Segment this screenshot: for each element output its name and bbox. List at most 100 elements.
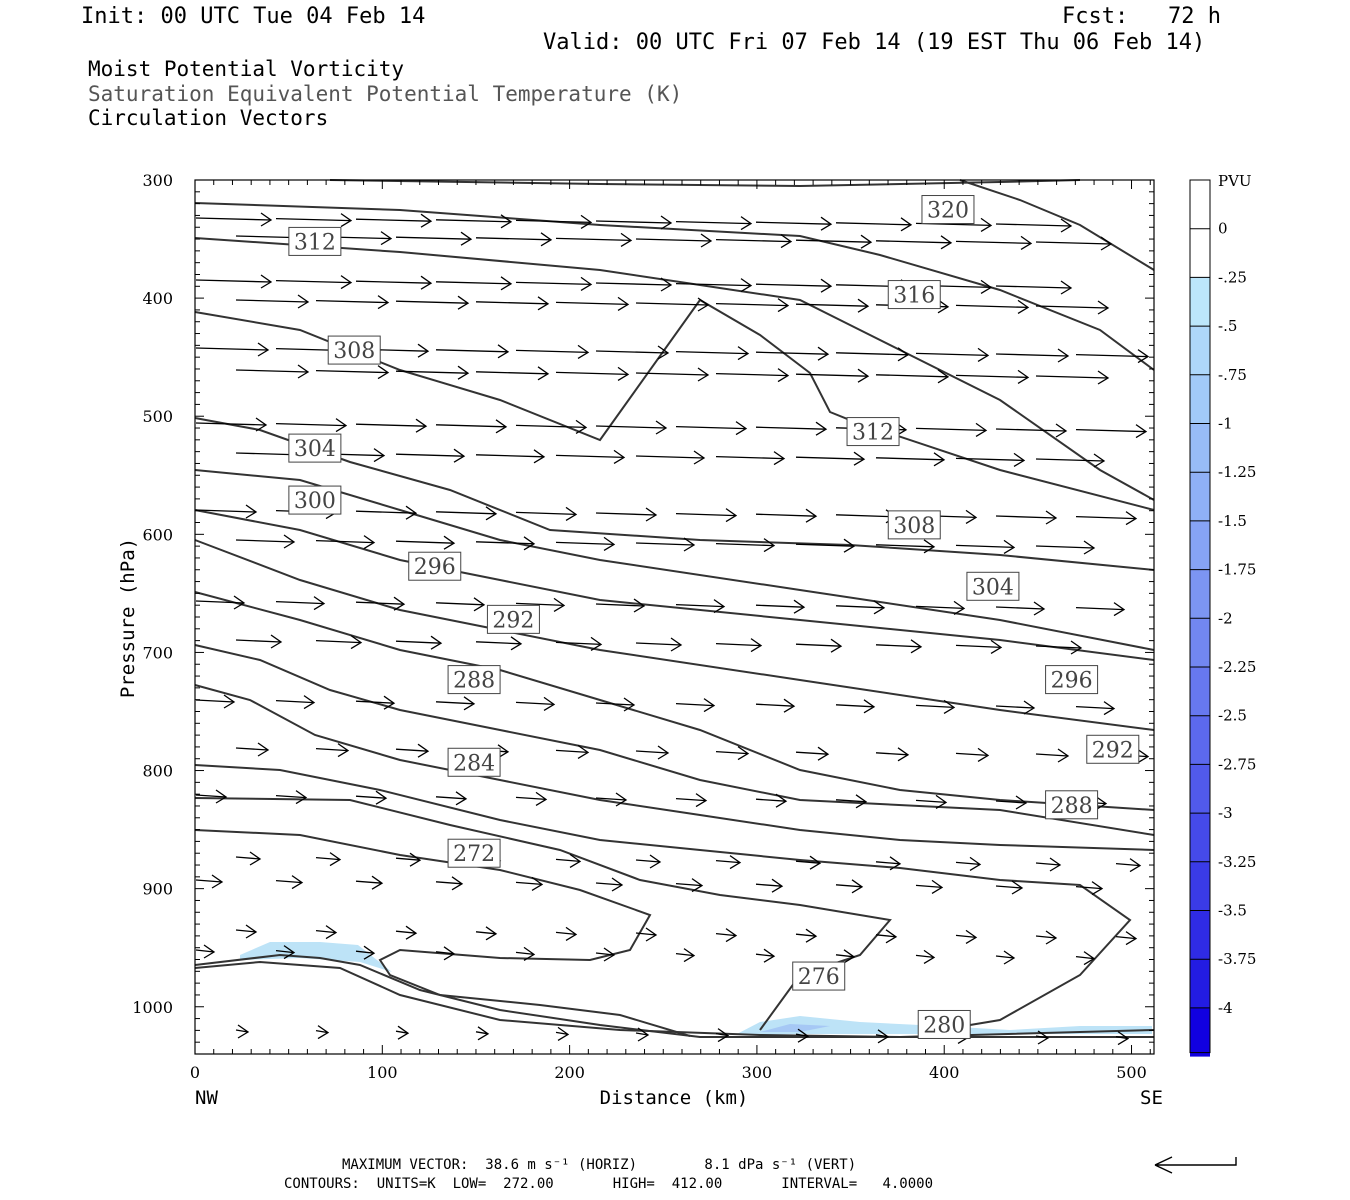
contour-line (959, 179, 1155, 271)
y-tick-label: 600 (142, 525, 173, 544)
colorbar-swatch (1190, 1007, 1210, 1057)
contour-line (329, 179, 1081, 188)
vector-arrow (195, 504, 258, 519)
vector-arrow (475, 1026, 490, 1041)
vector-arrow (755, 599, 806, 614)
vector-arrow (915, 699, 956, 714)
vector-arrow (675, 346, 750, 361)
contour-label-box (887, 510, 941, 540)
vector-arrow (555, 366, 630, 381)
vector-arrow (755, 698, 796, 713)
colorbar-swatch (1190, 861, 1210, 911)
y-tick-label: 800 (142, 762, 173, 781)
tick-labels: 300 400 500 600 700 800 900 1000 0 100 200 300 400 50… (132, 171, 1147, 1082)
contour-label: 284 (453, 751, 495, 776)
vector-arrow (235, 924, 258, 939)
vector-arrow (315, 1025, 330, 1040)
contour-line (194, 539, 1155, 731)
vector-arrow (915, 347, 990, 362)
vector-arrow (435, 876, 464, 891)
vector-arrow (435, 696, 476, 711)
vector-arrow (1035, 236, 1113, 251)
contour-line (194, 202, 1155, 371)
colorbar-label: -.25 (1218, 268, 1247, 286)
vector-arrow (275, 596, 326, 611)
contour-label-box (447, 838, 501, 868)
contour-label: 308 (333, 339, 375, 364)
vector-arrow (515, 876, 544, 891)
mpv-shade-core (760, 1024, 830, 1032)
vector-arrow (435, 946, 456, 961)
contour-line (194, 591, 1155, 811)
colorbar-swatch (1190, 569, 1210, 619)
vector-arrow (795, 538, 856, 553)
contour-label-box (846, 417, 900, 447)
vector-arrow (235, 364, 310, 379)
vector-arrow (675, 421, 748, 436)
vector-arrow (195, 342, 270, 357)
vector-arrow (835, 509, 898, 524)
vector-arrow (1035, 857, 1062, 872)
vector-arrow (875, 747, 910, 762)
colorbar-label: -3.75 (1218, 950, 1256, 968)
vector-arrow (395, 295, 470, 310)
vector-arrow (275, 213, 353, 228)
vector-arrow (715, 451, 786, 466)
contour-label: 288 (453, 669, 495, 694)
contour-line (194, 764, 1132, 1031)
vector-arrow (795, 638, 843, 653)
vector-arrow (355, 695, 396, 710)
colorbar-label: -1.25 (1218, 463, 1256, 481)
vector-arrow (195, 417, 268, 432)
vector-arrow (355, 875, 384, 890)
vector-arrow (755, 278, 833, 293)
vector-arrow (1075, 602, 1126, 617)
vector-arrow (195, 212, 273, 227)
vector-arrow (515, 696, 556, 711)
vector-arrow (835, 699, 876, 714)
vector-arrow (195, 944, 216, 959)
vector-arrow (1035, 640, 1083, 655)
vector-arrow (595, 697, 636, 712)
colorbar-label: -3.5 (1218, 902, 1247, 920)
contour-label: 276 (798, 965, 840, 990)
colorbar-label: -2 (1218, 609, 1233, 627)
vector-arrow (875, 856, 902, 871)
vector-arrow (875, 452, 946, 467)
vector-arrow (635, 233, 713, 248)
vector-arrow (555, 853, 582, 868)
vector-arrow (555, 926, 578, 941)
max-vector-note: MAXIMUM VECTOR: 38.6 m s⁻¹ (HORIZ) 8.1 d… (342, 1157, 857, 1173)
vector-arrow (315, 925, 338, 940)
vector-arrow (555, 536, 616, 551)
vector-arrow (635, 637, 683, 652)
vector-arrow (1035, 453, 1106, 468)
vector-arrow (635, 297, 710, 312)
vector-arrow (235, 742, 270, 757)
vector-arrow (675, 698, 716, 713)
vector-arrow (835, 600, 886, 615)
vector-arrow (435, 419, 508, 434)
vector-arrow (195, 789, 228, 804)
theta-contours (194, 179, 1155, 1039)
x-end-label-nw: NW (195, 1087, 218, 1109)
vector-arrow (795, 451, 866, 466)
contour-line (194, 797, 892, 1031)
vector-arrow (995, 601, 1046, 616)
vector-arrow (635, 367, 710, 382)
vector-arrow (675, 793, 708, 808)
vector-arrow (795, 368, 870, 383)
y-tick-label: 500 (142, 407, 173, 426)
vector-arrow (395, 852, 422, 867)
colorbar-swatch (1190, 374, 1210, 424)
colorbar-label: -1.5 (1218, 512, 1247, 530)
vector-arrow (995, 510, 1058, 525)
vector-arrow (875, 235, 953, 250)
title-thetae: Saturation Equivalent Potential Temperat… (88, 82, 683, 106)
colorbar-label: -4 (1218, 999, 1233, 1017)
vector-arrow (715, 1028, 730, 1043)
vector-arrow (675, 508, 738, 523)
vector-arrow (995, 348, 1070, 363)
vector-arrow (515, 276, 593, 291)
